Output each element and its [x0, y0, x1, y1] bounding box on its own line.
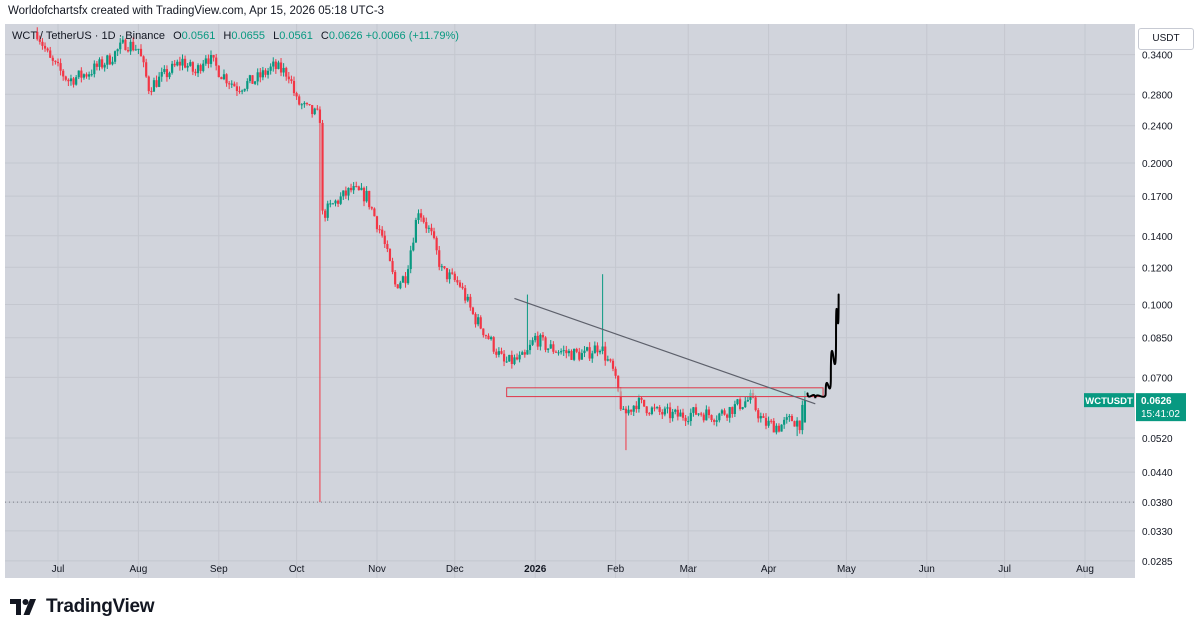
chart-caption: Worldofchartsfx created with TradingView…	[8, 5, 385, 17]
open-label: O	[173, 30, 182, 42]
tradingview-logo-icon	[10, 599, 36, 615]
low-value: 0.0561	[279, 30, 313, 42]
tradingview-brand: TradingView	[46, 596, 155, 617]
change-value: +0.0066 (+11.79%)	[365, 30, 459, 42]
chart-plot-area[interactable]	[5, 24, 1135, 578]
symbol-legend: WCT / TetherUS · 1D · Binance O0.0561 H0…	[12, 30, 459, 42]
close-label: C	[320, 30, 329, 42]
currency-unit-button[interactable]: USDT	[1138, 28, 1194, 50]
symbol-info[interactable]: WCT / TetherUS · 1D · Binance	[12, 30, 166, 42]
high-value: 0.0655	[231, 30, 265, 42]
close-value: 0.0626	[328, 30, 363, 42]
open-value: 0.0561	[181, 30, 216, 42]
tradingview-logo: TradingView	[10, 596, 155, 618]
price-axis[interactable]	[1135, 24, 1195, 578]
low-label: L	[273, 30, 280, 42]
high-label: H	[223, 30, 232, 42]
